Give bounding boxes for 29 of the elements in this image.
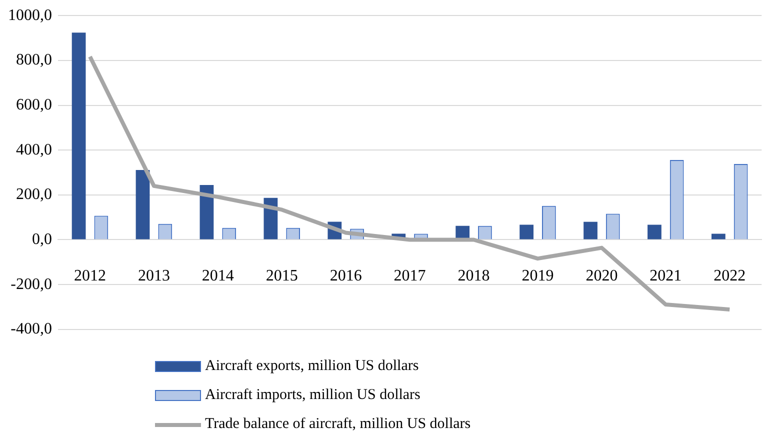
bar bbox=[584, 222, 598, 240]
bar bbox=[712, 234, 726, 240]
bar bbox=[648, 224, 662, 240]
legend-label: Aircraft imports, million US dollars bbox=[205, 387, 420, 404]
y-tick-label: 600,0 bbox=[16, 96, 52, 114]
x-tick-label: 2015 bbox=[266, 268, 298, 285]
bar bbox=[200, 185, 214, 240]
bar bbox=[136, 170, 150, 240]
x-tick-label: 2017 bbox=[394, 268, 426, 285]
x-tick-label: 2012 bbox=[74, 268, 106, 285]
x-tick-label: 2014 bbox=[202, 268, 234, 285]
x-tick-label: 2020 bbox=[586, 268, 618, 285]
y-tick-label: 400,0 bbox=[16, 141, 52, 158]
x-tick-label: 2018 bbox=[458, 268, 490, 285]
y-tick-label: 800,0 bbox=[16, 52, 52, 69]
legend-label: Aircraft exports, million US dollars bbox=[205, 358, 419, 375]
x-tick-label: 2016 bbox=[330, 268, 362, 285]
y-tick-label: 0,0 bbox=[32, 230, 52, 248]
y-tick-label: -400,0 bbox=[10, 320, 52, 338]
bar bbox=[520, 224, 534, 240]
bar bbox=[72, 32, 86, 240]
x-tick-label: 2019 bbox=[522, 268, 554, 285]
x-tick-label: 2022 bbox=[714, 268, 746, 285]
y-tick-label: 1000,0 bbox=[8, 6, 52, 24]
legend-label: Trade balance of aircraft, million US dollars bbox=[205, 416, 471, 433]
y-tick-label: -200,0 bbox=[10, 276, 52, 293]
y-tick-label: 200,0 bbox=[16, 186, 52, 204]
x-tick-label: 2013 bbox=[138, 268, 170, 285]
x-tick-label: 2021 bbox=[650, 268, 682, 285]
